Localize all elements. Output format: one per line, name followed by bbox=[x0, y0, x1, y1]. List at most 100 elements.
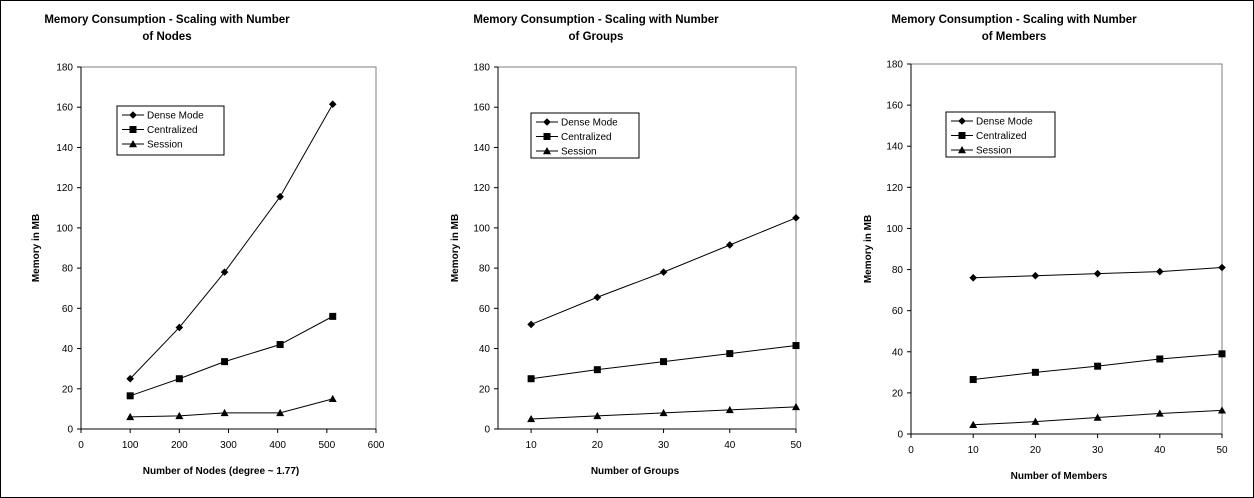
data-point bbox=[175, 375, 183, 383]
legend: Dense Mode Centralized Session bbox=[945, 111, 1056, 158]
y-tick-label: 120 bbox=[473, 183, 490, 194]
data-point bbox=[725, 241, 734, 249]
y-tick-label: 80 bbox=[479, 264, 491, 275]
y-tick-label: 140 bbox=[56, 143, 73, 154]
chart-title-line: of Members bbox=[982, 31, 1047, 43]
y-tick-label: 20 bbox=[479, 384, 491, 395]
legend-label: Centralized bbox=[561, 132, 612, 143]
data-point bbox=[1218, 263, 1226, 272]
data-point bbox=[1218, 350, 1226, 358]
series-dense-mode bbox=[126, 100, 337, 383]
legend-marker bbox=[129, 126, 137, 133]
data-point bbox=[175, 323, 184, 332]
legend-label: Session bbox=[561, 147, 597, 158]
y-tick-label: 120 bbox=[56, 183, 73, 194]
series-dense-mode bbox=[969, 263, 1226, 282]
x-axis-title: Number of Groups bbox=[591, 466, 680, 477]
y-tick-label: 180 bbox=[473, 63, 490, 74]
y-tick-label: 20 bbox=[892, 388, 904, 399]
data-point bbox=[527, 375, 535, 383]
x-tick-label: 20 bbox=[1030, 445, 1042, 456]
y-tick-label: 0 bbox=[484, 425, 490, 436]
data-point bbox=[1031, 271, 1040, 280]
legend-marker bbox=[129, 111, 137, 119]
series-session bbox=[527, 402, 800, 423]
y-axis-title: Memory in MB bbox=[450, 214, 461, 282]
y-tick-label: 140 bbox=[886, 142, 903, 153]
data-point bbox=[1155, 409, 1164, 417]
data-point bbox=[593, 293, 602, 302]
legend-label: Centralized bbox=[147, 125, 198, 136]
chart-title-line: Memory Consumption - Scaling with Number bbox=[44, 14, 290, 26]
data-point bbox=[276, 408, 285, 417]
legend-marker bbox=[543, 118, 551, 126]
x-tick-label: 400 bbox=[269, 440, 286, 451]
legend: Dense Mode Centralized Session bbox=[116, 105, 225, 156]
y-tick-label: 80 bbox=[62, 264, 74, 275]
legend-marker bbox=[958, 117, 966, 125]
legend-label: Dense Mode bbox=[976, 117, 1033, 128]
data-point bbox=[969, 273, 977, 282]
data-point bbox=[126, 392, 134, 400]
chart-title-line: Memory Consumption - Scaling with Number bbox=[891, 14, 1137, 26]
y-tick-label: 160 bbox=[473, 103, 490, 114]
series-centralized bbox=[527, 342, 800, 383]
data-point bbox=[221, 358, 229, 366]
x-tick-label: 50 bbox=[790, 440, 802, 451]
data-point bbox=[593, 366, 601, 374]
y-tick-label: 20 bbox=[62, 384, 74, 395]
y-tick-label: 40 bbox=[62, 344, 74, 355]
chart-title-line: of Groups bbox=[569, 31, 624, 43]
series-dense-mode bbox=[527, 214, 800, 329]
x-tick-label: 500 bbox=[318, 440, 335, 451]
data-point bbox=[1156, 267, 1164, 276]
legend-marker bbox=[543, 133, 551, 140]
data-point bbox=[659, 268, 668, 276]
chart-title-line: Memory Consumption - Scaling with Number bbox=[473, 14, 719, 26]
data-point bbox=[1218, 406, 1226, 414]
data-point bbox=[792, 402, 800, 411]
x-axis-title: Number of Members bbox=[1011, 471, 1108, 482]
x-tick-label: 300 bbox=[220, 440, 237, 451]
data-point bbox=[276, 341, 284, 349]
data-point bbox=[220, 268, 229, 276]
y-tick-label: 160 bbox=[886, 101, 903, 112]
data-point bbox=[328, 394, 337, 403]
x-tick-label: 100 bbox=[122, 440, 139, 451]
data-point bbox=[175, 411, 184, 420]
data-point bbox=[1094, 362, 1102, 370]
legend-label: Session bbox=[976, 146, 1012, 157]
series-line bbox=[130, 398, 333, 418]
x-tick-label: 200 bbox=[171, 440, 188, 451]
data-point bbox=[1093, 413, 1102, 421]
chart-2: Memory Consumption - Scaling with Number… bbox=[450, 14, 802, 477]
series-centralized bbox=[969, 350, 1226, 384]
y-tick-label: 40 bbox=[892, 347, 904, 358]
data-point bbox=[792, 214, 800, 222]
chart-1: Memory Consumption - Scaling with Number… bbox=[31, 14, 385, 477]
x-tick-label: 30 bbox=[1092, 445, 1104, 456]
data-point bbox=[126, 374, 134, 383]
y-tick-label: 60 bbox=[62, 304, 74, 315]
legend-marker bbox=[958, 146, 966, 154]
data-point bbox=[1031, 368, 1039, 376]
y-tick-label: 140 bbox=[473, 143, 490, 154]
data-point bbox=[220, 408, 229, 417]
legend-label: Dense Mode bbox=[147, 111, 204, 122]
x-tick-label: 20 bbox=[592, 440, 604, 451]
x-tick-label: 40 bbox=[724, 440, 736, 451]
data-point bbox=[329, 312, 337, 320]
chart-title-line: of Nodes bbox=[142, 31, 191, 43]
data-point bbox=[527, 320, 535, 329]
x-tick-label: 50 bbox=[1216, 445, 1228, 456]
data-point bbox=[1156, 355, 1164, 363]
y-tick-label: 0 bbox=[67, 425, 73, 436]
data-point bbox=[792, 342, 800, 350]
data-point bbox=[328, 100, 337, 109]
y-tick-label: 100 bbox=[886, 224, 903, 235]
y-tick-label: 60 bbox=[892, 306, 904, 317]
x-axis-title: Number of Nodes (degree ~ 1.77) bbox=[143, 466, 299, 477]
series-session bbox=[969, 406, 1226, 428]
